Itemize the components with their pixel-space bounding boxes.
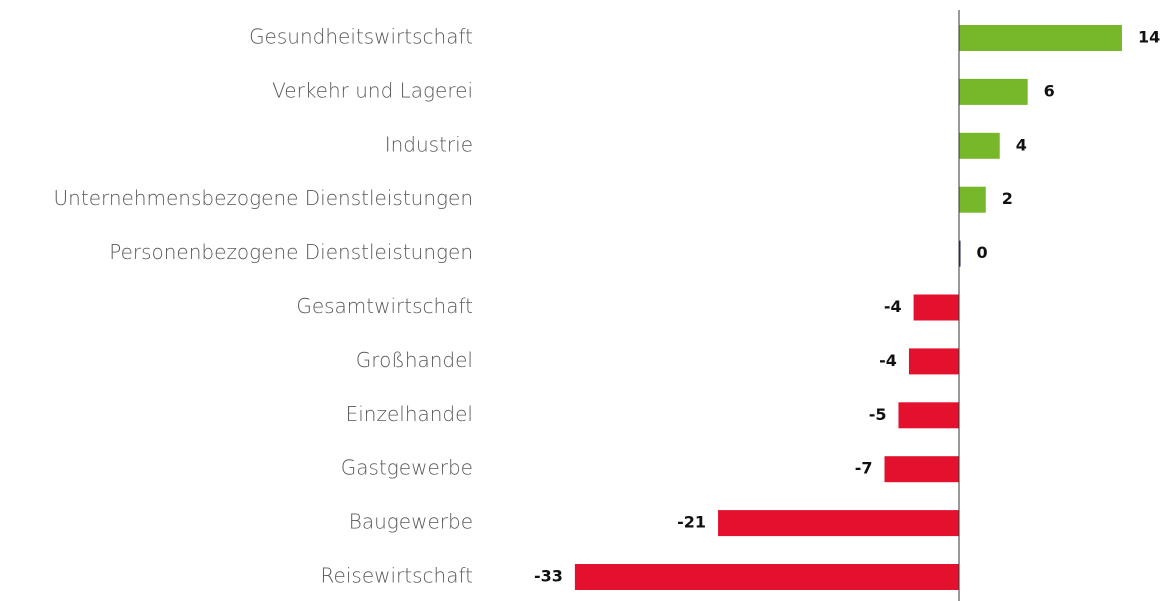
bar <box>718 510 959 537</box>
bar <box>959 25 1122 51</box>
category-label: Gesamtwirtschaft <box>296 294 473 318</box>
category-label: Baugewerbe <box>349 510 473 534</box>
category-label: Einzelhandel <box>346 402 473 426</box>
bar <box>898 402 959 429</box>
category-label: Großhandel <box>356 348 473 372</box>
category-label: Industrie <box>385 132 473 156</box>
value-label: 14 <box>1138 28 1160 47</box>
value-label: -5 <box>869 405 887 424</box>
category-label: Unternehmensbezogene Dienstleistungen <box>54 186 473 210</box>
value-label: -4 <box>884 297 902 316</box>
category-label: Personenbezogene Dienstleistungen <box>109 240 473 264</box>
bar <box>959 78 1028 105</box>
bar <box>913 294 959 321</box>
value-label: -21 <box>677 513 706 532</box>
value-label: -33 <box>534 567 563 586</box>
category-label: Reisewirtschaft <box>321 564 473 588</box>
category-label: Verkehr und Lagerei <box>272 78 473 102</box>
bar <box>959 240 961 267</box>
value-label: 2 <box>1002 189 1013 208</box>
value-label: 0 <box>977 243 988 262</box>
value-label: -4 <box>879 351 897 370</box>
value-label: 4 <box>1016 135 1027 154</box>
value-label: 6 <box>1044 81 1055 100</box>
category-label: Gastgewerbe <box>341 456 473 480</box>
bar <box>908 348 959 375</box>
category-label: Gesundheitswirtschaft <box>249 25 473 49</box>
bar <box>884 456 959 483</box>
bar <box>574 564 959 590</box>
bar <box>959 186 986 213</box>
value-label: -7 <box>855 459 873 478</box>
bar <box>959 132 1000 159</box>
